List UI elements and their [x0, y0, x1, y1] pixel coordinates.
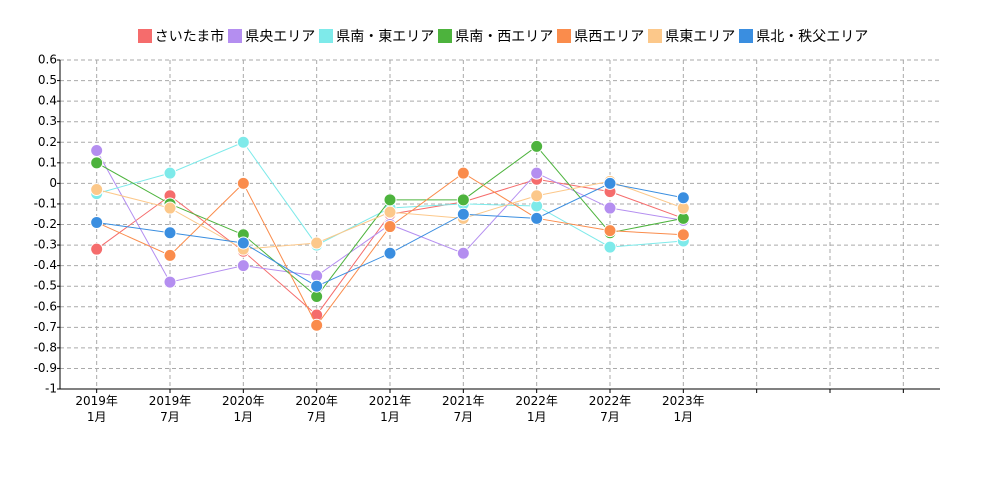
x-tick-label: 2020年 7月	[295, 394, 338, 424]
point	[163, 226, 177, 240]
y-tick-label: 0.3	[38, 114, 57, 128]
y-tick-label: 0.6	[38, 53, 57, 67]
point	[236, 259, 250, 273]
y-tick-label: 0.1	[38, 155, 57, 169]
point	[310, 236, 324, 250]
legend-label: 県南・西エリア	[455, 29, 554, 45]
point	[603, 240, 617, 254]
point	[163, 166, 177, 180]
point	[383, 193, 397, 207]
point	[310, 318, 324, 332]
legend-label: 県北・秩父エリア	[756, 29, 869, 45]
legend-swatch	[557, 29, 572, 43]
legend-item: 県南・西エリア	[438, 26, 553, 46]
point	[603, 176, 617, 190]
point	[456, 246, 470, 260]
point	[383, 246, 397, 260]
x-tick-label: 2023年 1月	[662, 394, 705, 424]
legend-swatch	[137, 29, 152, 43]
legend-label: 県西エリア	[574, 29, 645, 45]
y-tick-label: 0.4	[38, 94, 57, 108]
legend-label: 県央エリア	[245, 29, 316, 45]
point	[383, 220, 397, 234]
legend-label: 県東エリア	[665, 29, 736, 45]
point	[90, 215, 104, 229]
point	[310, 279, 324, 293]
legend-item: 県北・秩父エリア	[739, 26, 868, 46]
point	[163, 201, 177, 215]
y-tick-label: -0.4	[34, 258, 57, 272]
y-tick-label: 0	[49, 176, 57, 190]
y-tick-label: 0.5	[38, 73, 57, 87]
legend-item: 県南・東エリア	[319, 26, 434, 46]
legend-item: さいたま市	[137, 26, 225, 46]
y-tick-label: -0.8	[34, 340, 57, 354]
point	[530, 139, 544, 153]
legend-item: 県央エリア	[228, 26, 315, 46]
y-tick-label: -0.1	[34, 196, 57, 210]
point	[603, 201, 617, 215]
legend-item: 県東エリア	[648, 26, 735, 46]
y-tick-label: -1	[45, 382, 57, 396]
point	[456, 166, 470, 180]
point	[676, 228, 690, 242]
legend-swatch	[739, 29, 754, 43]
legend-swatch	[228, 29, 243, 43]
point	[456, 207, 470, 221]
point	[236, 236, 250, 250]
point	[456, 193, 470, 207]
y-tick-label: -0.5	[34, 279, 57, 293]
y-tick-label: -0.9	[34, 361, 57, 375]
legend-label: さいたま市	[154, 29, 225, 45]
y-tick-label: 0.2	[38, 135, 57, 149]
x-tick-label: 2021年 7月	[442, 394, 485, 424]
legend: さいたま市 県央エリア 県南・東エリア 県南・西エリア 県西エリア 県東エリア 県北・秩父エ…	[0, 26, 1000, 46]
point	[90, 143, 104, 157]
y-tick-label: -0.6	[34, 299, 57, 313]
legend-item: 県西エリア	[557, 26, 644, 46]
x-tick-label: 2022年 1月	[515, 394, 558, 424]
legend-swatch	[319, 29, 334, 43]
x-tick-label: 2019年 7月	[148, 394, 192, 424]
point	[530, 166, 544, 180]
point	[163, 275, 177, 289]
legend-swatch	[648, 29, 663, 43]
legend-label: 県南・東エリア	[336, 29, 435, 45]
point	[383, 205, 397, 219]
point	[163, 248, 177, 262]
x-tick-label: 2021年 1月	[368, 394, 412, 424]
point	[676, 191, 690, 205]
point	[530, 211, 544, 225]
x-tick-label: 2019年 1月	[75, 394, 118, 424]
x-tick-label: 2022年 7月	[588, 394, 632, 424]
point	[90, 183, 104, 197]
y-tick-label: -0.7	[34, 320, 57, 334]
legend-swatch	[438, 29, 453, 43]
y-tick-label: -0.3	[34, 238, 57, 252]
y-tick-label: -0.2	[34, 217, 57, 231]
point	[236, 135, 250, 149]
point	[236, 176, 250, 190]
x-tick-label: 2020年 1月	[222, 394, 265, 424]
point	[603, 224, 617, 238]
point	[90, 242, 104, 256]
point	[530, 189, 544, 203]
point	[90, 156, 104, 170]
